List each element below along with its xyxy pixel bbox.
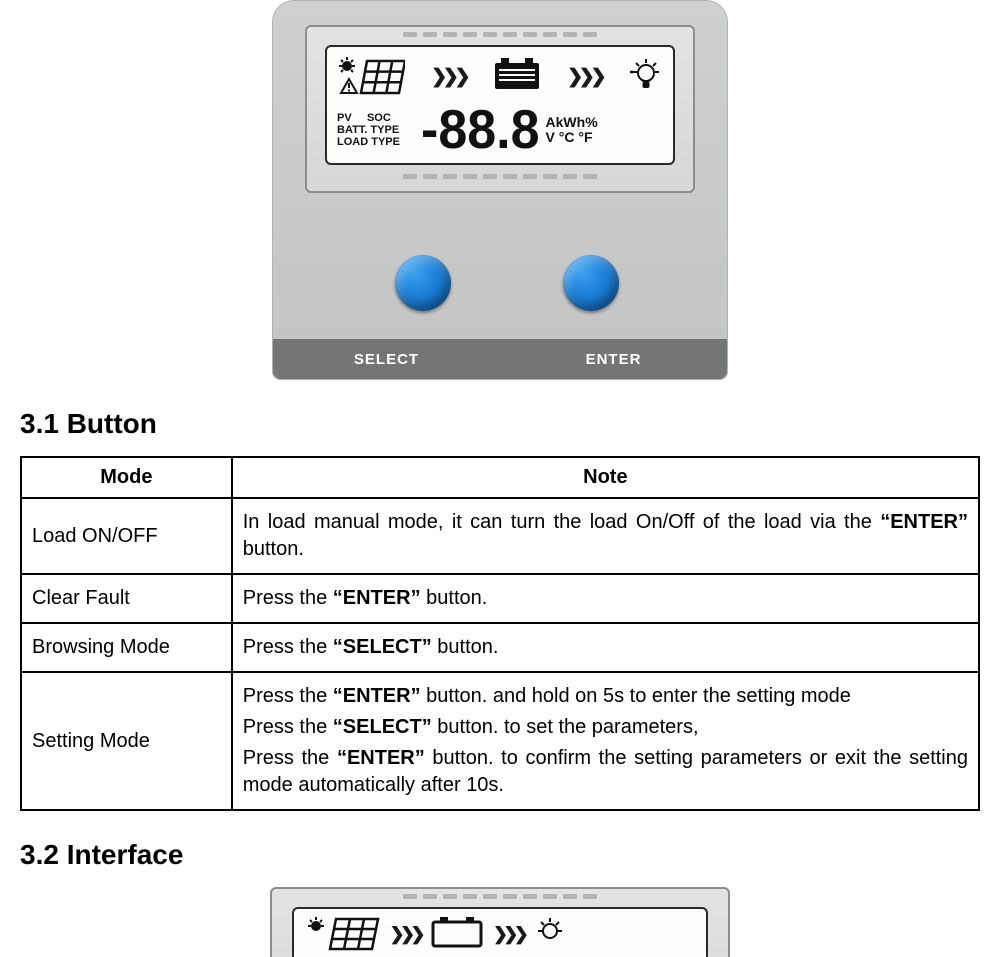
solar-input-icon: [337, 57, 405, 97]
flow-arrows-icon: ❯❯❯: [493, 920, 524, 950]
lcd-left-labels: PV SOC BATT. TYPE LOAD TYPE: [337, 112, 425, 148]
table-row: Clear FaultPress the “ENTER” button.: [21, 574, 979, 623]
table-row: Load ON/OFFIn load manual mode, it can t…: [21, 498, 979, 574]
lcd-module: ❯❯❯ ❯❯❯: [305, 25, 695, 193]
select-label: SELECT: [273, 339, 500, 379]
note-cell: In load manual mode, it can turn the loa…: [232, 498, 979, 574]
table-header-note: Note: [232, 457, 979, 498]
lcd-top-ticks: [307, 27, 693, 41]
enter-knob[interactable]: [563, 255, 619, 311]
note-cell: Press the “SELECT” button.: [232, 623, 979, 672]
battery-icon: [431, 916, 483, 954]
solar-input-icon: [306, 917, 380, 953]
table-header-mode: Mode: [21, 457, 232, 498]
load-bulb-icon: [629, 57, 663, 97]
lcd-bottom-ticks: [307, 169, 693, 183]
battery-icon: [493, 57, 541, 97]
lcd-segment-value: -88.8: [421, 99, 540, 162]
mode-cell: Load ON/OFF: [21, 498, 232, 574]
lcd-top-ticks: [272, 889, 728, 903]
table-row: Setting ModePress the “ENTER” button. an…: [21, 672, 979, 810]
enter-label: ENTER: [500, 339, 727, 379]
section-heading-button: 3.1 Button: [20, 408, 980, 440]
table-row: Browsing ModePress the “SELECT” button.: [21, 623, 979, 672]
flow-arrows-icon: ❯❯❯: [390, 920, 421, 950]
mode-cell: Setting Mode: [21, 672, 232, 810]
note-cell: Press the “ENTER” button.: [232, 574, 979, 623]
mode-cell: Clear Fault: [21, 574, 232, 623]
button-label-strip: SELECT ENTER: [273, 339, 727, 379]
select-knob[interactable]: [395, 255, 451, 311]
section-heading-interface: 3.2 Interface: [20, 839, 980, 871]
flow-arrows-icon: ❯❯❯: [568, 62, 603, 93]
lcd-face: ❯❯❯ ❯❯❯: [325, 45, 675, 165]
mode-cell: Browsing Mode: [21, 623, 232, 672]
load-bulb-icon: [535, 917, 565, 953]
lcd-units: AkWh% V °C °F: [546, 115, 598, 145]
flow-arrows-icon: ❯❯❯: [432, 62, 467, 93]
note-cell: Press the “ENTER” button. and hold on 5s…: [232, 672, 979, 810]
button-modes-table: Mode Note Load ON/OFFIn load manual mode…: [20, 456, 980, 811]
device-panel: ❯❯❯ ❯❯❯: [272, 0, 728, 380]
interface-lcd-preview: ❯❯❯ ❯❯❯: [265, 887, 735, 957]
